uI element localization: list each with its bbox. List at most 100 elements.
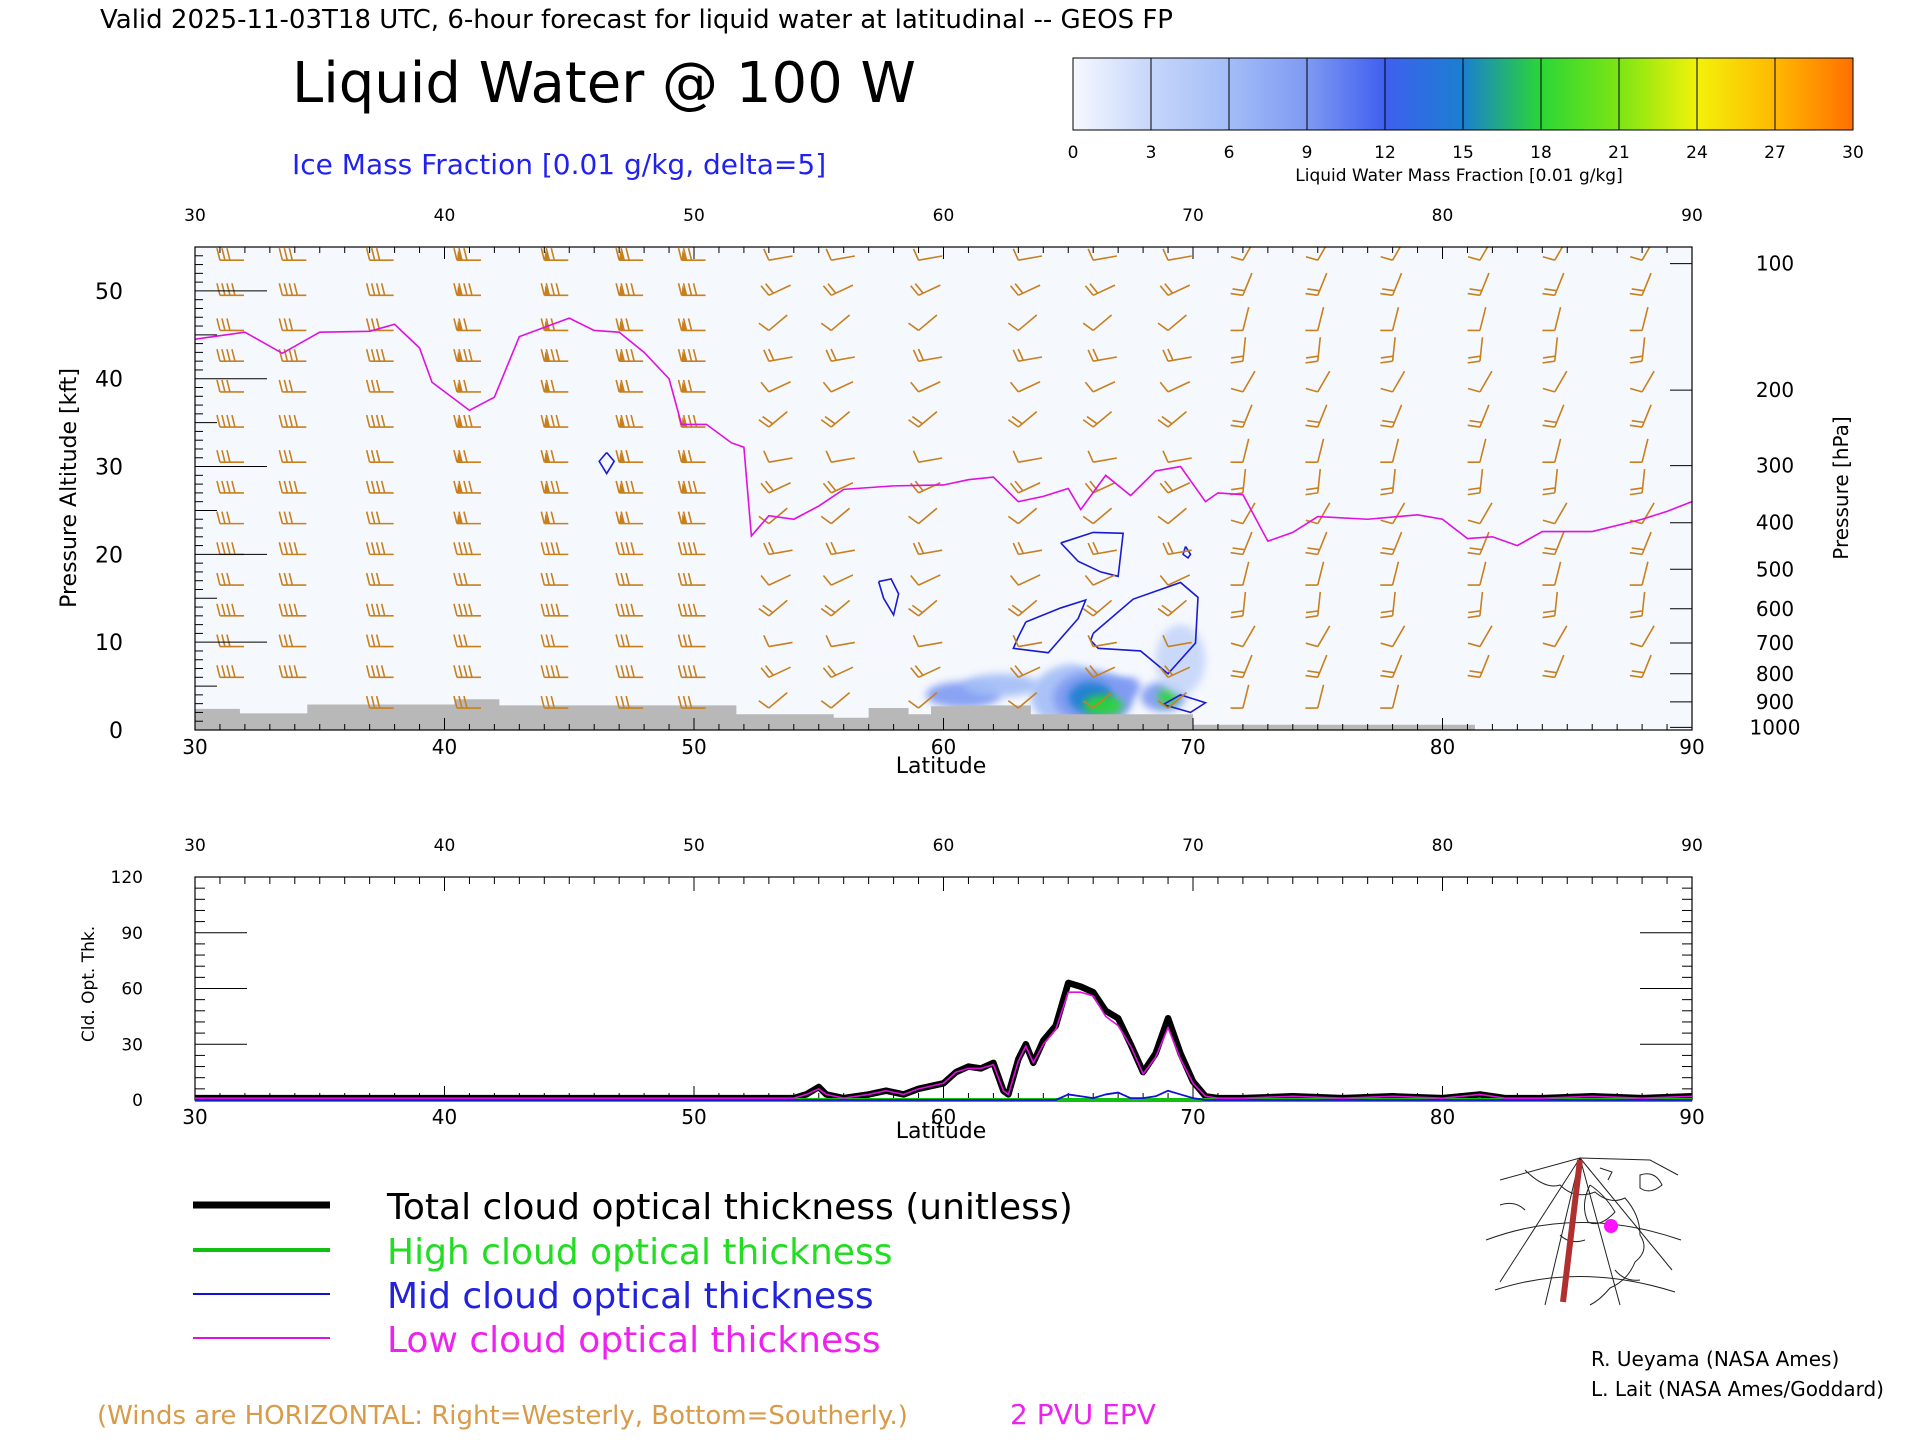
- wind-barb: [1542, 306, 1562, 332]
- wind-barb: [216, 480, 244, 494]
- xsec-pressure-label: 700: [1756, 631, 1794, 655]
- wind-barb: [760, 283, 791, 297]
- wind-barb: [1305, 561, 1325, 586]
- wind-barb: [677, 603, 706, 617]
- epv-2pvu-line: [195, 317, 1692, 547]
- otp-xtick-label-top: 80: [1432, 836, 1454, 856]
- wind-barb: [1087, 634, 1117, 648]
- wind-barb: [1305, 591, 1322, 619]
- wind-barb: [910, 665, 941, 679]
- wind-barb: [1629, 404, 1652, 428]
- wind-barb: [677, 318, 706, 332]
- wind-barb: [1542, 438, 1562, 463]
- wind-barb: [1230, 561, 1250, 586]
- wind-barb: [910, 381, 941, 393]
- wind-barb: [1542, 531, 1565, 556]
- optical-thickness-panel: 30 30 40 40 50 50 60 60 70 70 80 80 90 90 0 30 60 90 120: [111, 836, 1705, 1129]
- wind-barb: [1380, 272, 1403, 297]
- otp-ytick-label: 60: [121, 980, 143, 1000]
- wind-barb: [763, 248, 793, 261]
- xsec-xtick-label-top: 50: [683, 206, 705, 226]
- xsec-xtick-label-top: 40: [434, 206, 456, 226]
- wind-barb: [1009, 283, 1041, 297]
- wind-barb: [677, 634, 706, 648]
- wind-barb: [912, 634, 943, 648]
- wind-barb: [1162, 541, 1192, 556]
- wind-barb: [1629, 337, 1646, 364]
- wind-barb: [1087, 248, 1117, 261]
- wind-barb: [1082, 692, 1113, 709]
- wind-barb: [1629, 561, 1649, 586]
- xsec-xtick-label-top: 70: [1182, 206, 1204, 226]
- wind-barb: [1159, 665, 1191, 679]
- wind-barb: [615, 603, 644, 617]
- wind-barb: [758, 410, 788, 428]
- otp-ytick-label: 90: [121, 924, 143, 944]
- wind-barb: [216, 511, 244, 525]
- xsec-ytick-label: 50: [95, 280, 123, 305]
- wind-barb: [615, 283, 644, 297]
- wind-barb: [1087, 541, 1117, 556]
- wind-barb: [1305, 502, 1331, 525]
- wind-barb: [365, 634, 394, 648]
- wind-barb: [1629, 247, 1655, 261]
- xsec-plot-area: [195, 247, 1692, 730]
- xsec-ytick-label: 10: [95, 631, 123, 656]
- wind-barb: [760, 665, 791, 679]
- wind-barb: [615, 480, 644, 494]
- wind-barb: [1380, 502, 1406, 525]
- otp-xtick-label-top: 30: [184, 836, 206, 856]
- wind-barb: [453, 634, 481, 648]
- wind-barb: [1157, 314, 1187, 332]
- wind-barb: [1012, 348, 1043, 362]
- xsec-xtick-label-top: 80: [1432, 206, 1454, 226]
- wind-barb: [365, 695, 394, 709]
- wind-barb: [365, 603, 394, 617]
- wind-barb: [540, 634, 569, 648]
- wind-barb: [216, 379, 244, 393]
- wind-barb: [1230, 625, 1256, 648]
- wind-barb: [763, 348, 793, 362]
- wind-barb: [365, 247, 394, 261]
- wind-barb: [278, 449, 307, 463]
- xsec-xtick-label: 30: [182, 735, 207, 759]
- legend-label-low: Low cloud optical thickness: [387, 1320, 881, 1361]
- wind-barb: [1380, 404, 1403, 428]
- wind-barb: [615, 318, 644, 332]
- xsec-xtick-label: 60: [931, 735, 956, 759]
- wind-barb: [278, 480, 307, 494]
- wind-barb: [760, 381, 791, 393]
- wind-barb: [453, 511, 481, 525]
- wind-barb: [1629, 370, 1655, 393]
- wind-barb: [822, 381, 854, 393]
- wind-barb: [216, 414, 244, 428]
- otp-series-line-3: [195, 991, 1693, 1099]
- wind-barb: [1007, 692, 1038, 709]
- wind-barb: [216, 572, 244, 586]
- otp-xtick-label-top: 50: [683, 836, 705, 856]
- colorbar-tick-label: 30: [1842, 143, 1864, 163]
- wind-barb: [1542, 272, 1565, 297]
- wind-barb: [1230, 438, 1250, 463]
- wind-barb: [1542, 625, 1568, 648]
- wind-barb: [763, 450, 793, 463]
- ice-contour: [598, 451, 616, 476]
- wind-barb: [825, 541, 855, 556]
- wind-barb: [615, 449, 644, 463]
- wind-barb: [1157, 692, 1187, 709]
- wind-barb: [1542, 468, 1559, 496]
- liquid-water-shade: [1083, 694, 1124, 716]
- ice-contour: [1162, 694, 1208, 714]
- xsec-pressure-label: 1000: [1750, 715, 1801, 739]
- wind-barb: [1305, 531, 1328, 556]
- wind-barb: [365, 572, 394, 586]
- wind-barb: [1230, 502, 1256, 525]
- wind-barb: [1380, 306, 1400, 332]
- wind-barb: [822, 283, 854, 297]
- wind-barb: [1629, 272, 1652, 297]
- wind-barb: [1542, 561, 1562, 586]
- wind-barb: [615, 379, 644, 393]
- wind-barb: [1082, 507, 1113, 525]
- wind-barb: [1159, 574, 1191, 586]
